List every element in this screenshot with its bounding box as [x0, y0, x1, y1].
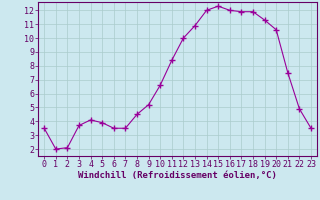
X-axis label: Windchill (Refroidissement éolien,°C): Windchill (Refroidissement éolien,°C) — [78, 171, 277, 180]
